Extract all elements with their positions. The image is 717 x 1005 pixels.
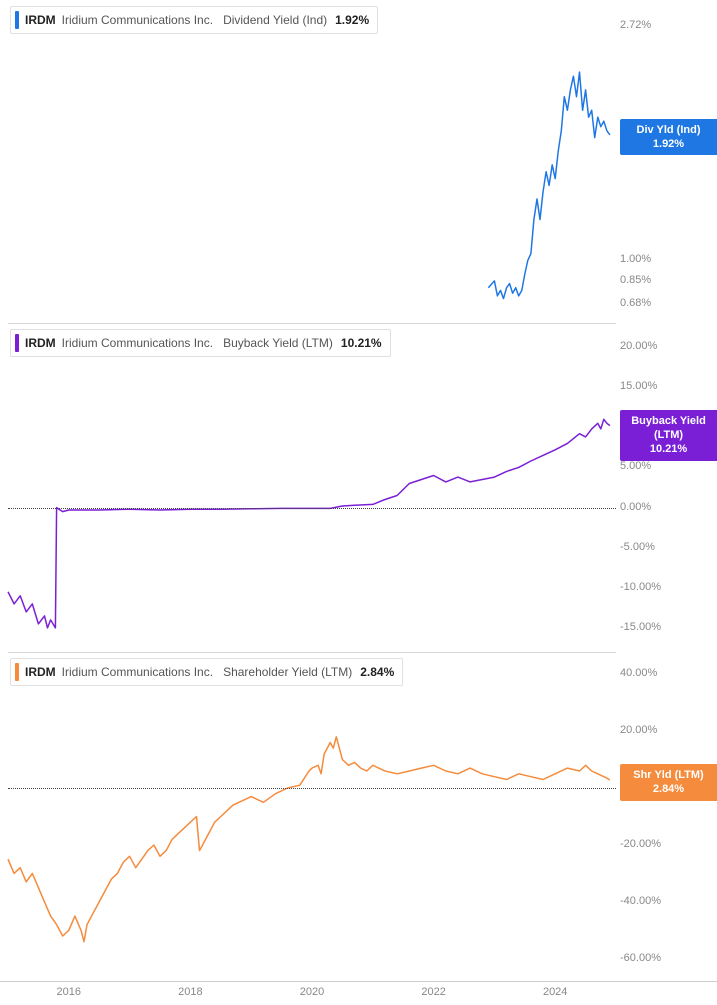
badge-title: Shr Yld (LTM) — [628, 768, 709, 782]
x-tick-label: 2020 — [300, 986, 324, 998]
legend-company: Iridium Communications Inc. — [62, 336, 213, 350]
series-line — [8, 419, 610, 628]
legend-value: 2.84% — [360, 665, 394, 679]
legend-ticker: IRDM — [25, 665, 56, 679]
badge-value: 1.92% — [628, 137, 709, 151]
legend-ticker: IRDM — [25, 13, 56, 27]
series-line — [488, 72, 610, 299]
legend-color-tick — [15, 11, 19, 29]
zero-line — [8, 788, 616, 789]
y-tick-label: -10.00% — [620, 581, 661, 593]
badge-title: Buyback Yield (LTM) — [628, 414, 709, 443]
y-tick-label: -5.00% — [620, 541, 655, 553]
legend-metric: Buyback Yield (LTM) — [223, 336, 333, 350]
y-tick-label: 40.00% — [620, 667, 657, 679]
legend-value: 1.92% — [335, 13, 369, 27]
y-tick-label: 15.00% — [620, 380, 657, 392]
zero-line — [8, 508, 616, 509]
y-tick-label: -20.00% — [620, 838, 661, 850]
x-tick-label: 2024 — [543, 986, 567, 998]
legend-value: 10.21% — [341, 336, 382, 350]
series-line — [8, 737, 610, 942]
current-value-badge: Buyback Yield (LTM) 10.21% — [620, 410, 717, 461]
x-tick-label: 2018 — [178, 986, 202, 998]
legend-company: Iridium Communications Inc. — [62, 665, 213, 679]
legend-buyback[interactable]: IRDM Iridium Communications Inc. Buyback… — [10, 329, 391, 357]
y-tick-label: -60.00% — [620, 952, 661, 964]
panel-shareholder-yield[interactable]: IRDM Iridium Communications Inc. Shareho… — [0, 652, 717, 981]
y-tick-label: 20.00% — [620, 724, 657, 736]
y-tick-label: 1.00% — [620, 253, 651, 265]
legend-company: Iridium Communications Inc. — [62, 13, 213, 27]
legend-shareholder[interactable]: IRDM Iridium Communications Inc. Shareho… — [10, 658, 403, 686]
chart-svg-dividend[interactable] — [0, 0, 717, 323]
x-tick-label: 2022 — [421, 986, 445, 998]
legend-metric: Shareholder Yield (LTM) — [223, 665, 352, 679]
y-tick-label: 20.00% — [620, 340, 657, 352]
y-tick-label: 0.85% — [620, 274, 651, 286]
y-tick-label: 5.00% — [620, 460, 651, 472]
current-value-badge: Shr Yld (LTM) 2.84% — [620, 764, 717, 801]
y-tick-label: 0.00% — [620, 501, 651, 513]
panel-dividend-yield[interactable]: IRDM Iridium Communications Inc. Dividen… — [0, 0, 717, 323]
y-tick-label: -40.00% — [620, 895, 661, 907]
badge-value: 10.21% — [628, 442, 709, 456]
x-axis: 2016 2018 2020 2022 2024 — [0, 981, 717, 1005]
y-tick-label: 0.68% — [620, 297, 651, 309]
chart-svg-shareholder[interactable] — [0, 652, 717, 981]
legend-ticker: IRDM — [25, 336, 56, 350]
legend-color-tick — [15, 663, 19, 681]
legend-dividend[interactable]: IRDM Iridium Communications Inc. Dividen… — [10, 6, 378, 34]
panel-buyback-yield[interactable]: IRDM Iridium Communications Inc. Buyback… — [0, 323, 717, 652]
current-value-badge: Div Yld (Ind) 1.92% — [620, 119, 717, 156]
badge-value: 2.84% — [628, 782, 709, 796]
legend-color-tick — [15, 334, 19, 352]
legend-metric: Dividend Yield (Ind) — [223, 13, 327, 27]
y-tick-label: 2.72% — [620, 19, 651, 31]
chart-svg-buyback[interactable] — [0, 323, 717, 652]
x-tick-label: 2016 — [57, 986, 81, 998]
badge-title: Div Yld (Ind) — [628, 123, 709, 137]
y-tick-label: -15.00% — [620, 621, 661, 633]
